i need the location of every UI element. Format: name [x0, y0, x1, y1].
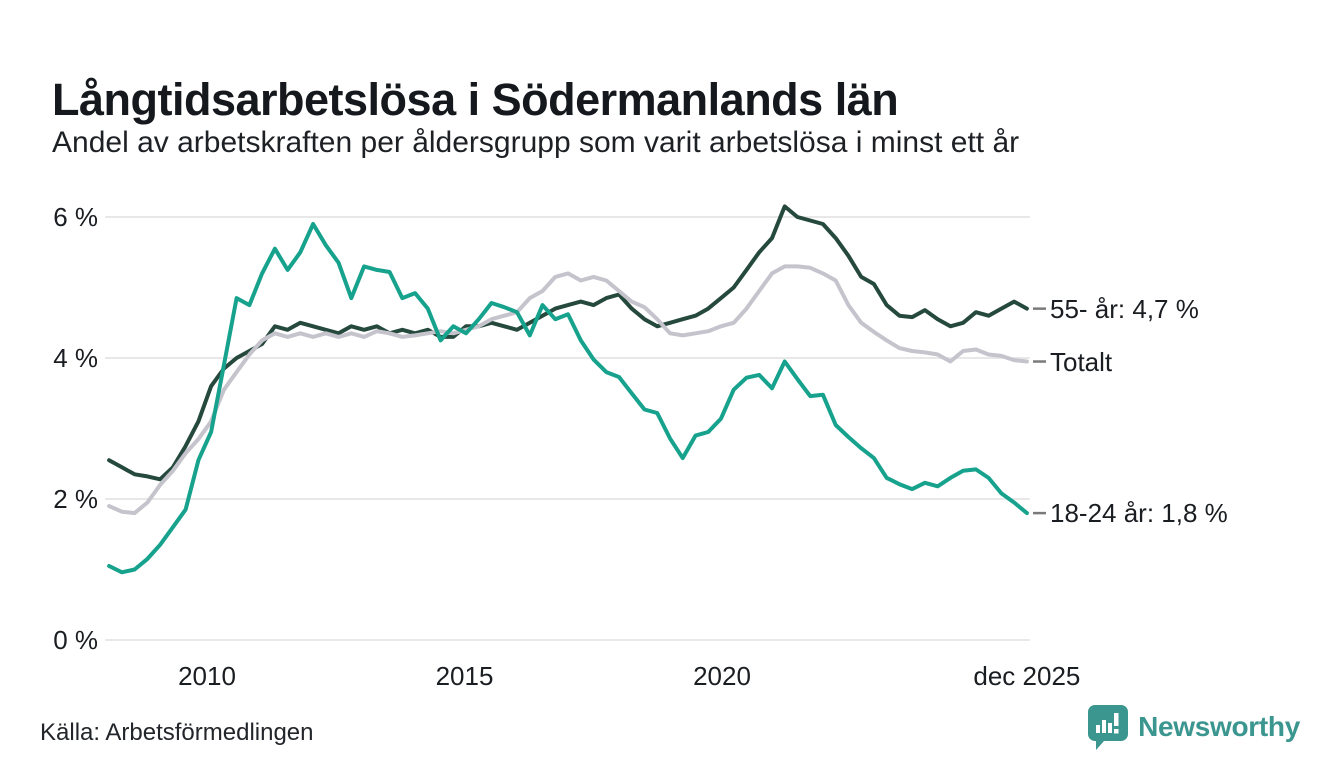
x-axis-tick-label: 2020	[693, 661, 751, 691]
newsworthy-logo: Newsworthy	[1087, 702, 1300, 752]
series-line-Totalt	[107, 264, 1029, 516]
page-title: Långtidsarbetslösa i Södermanlands län	[52, 74, 899, 126]
speech-bubble-bar-chart-icon	[1088, 705, 1129, 750]
series-end-label-total: Totalt	[1050, 346, 1113, 377]
x-axis-tick-label: 2010	[178, 661, 236, 691]
y-axis-tick-label: 6 %	[53, 202, 98, 232]
y-axis-tick-label: 0 %	[53, 625, 98, 655]
series-end-label-18-24: 18-24 år: 1,8 %	[1050, 498, 1228, 529]
newsworthy-logo-text: Newsworthy	[1138, 711, 1300, 742]
series-line-55-r	[107, 204, 1029, 482]
page-subtitle: Andel av arbetskraften per åldersgrupp s…	[52, 126, 1020, 159]
source-note: Källa: Arbetsförmedlingen	[40, 719, 314, 746]
y-axis-tick-label: 2 %	[53, 484, 98, 514]
y-axis-tick-label: 4 %	[53, 343, 98, 373]
series-line-18-24-r	[107, 222, 1029, 575]
series-end-label-55plus: 55- år: 4,7 %	[1050, 293, 1199, 324]
x-axis-tick-label: dec 2025	[973, 661, 1081, 691]
x-axis-tick-label: 2015	[435, 661, 494, 691]
